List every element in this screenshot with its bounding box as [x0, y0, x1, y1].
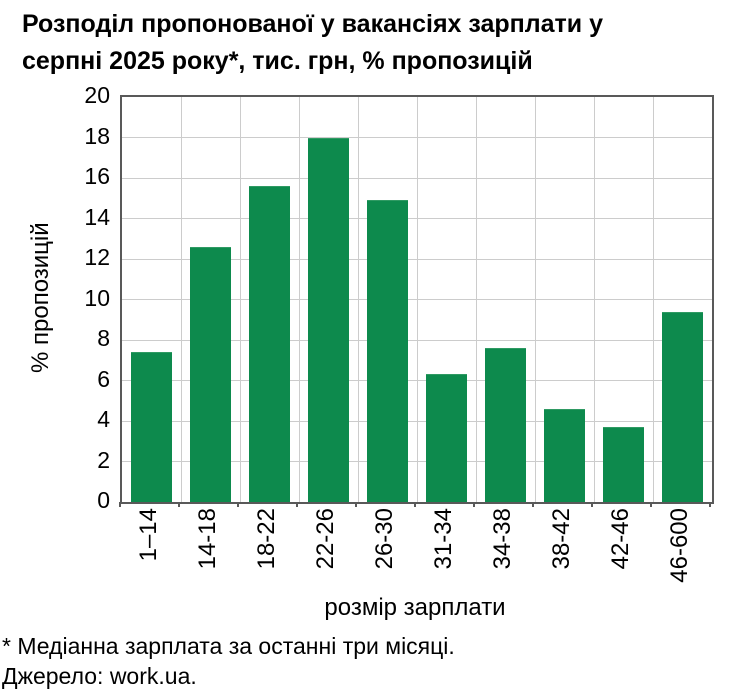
x-tick-mark: [473, 502, 475, 507]
x-category-label-22-26: 22-26: [311, 508, 339, 570]
y-tick-label-2: 2: [97, 446, 110, 473]
bar-38-42: [544, 408, 585, 502]
bar-18-22: [249, 186, 290, 502]
x-category-label-34-38: 34-38: [488, 508, 516, 570]
chart-title: Розподіл пропонованої у вакансіях зарпла…: [22, 6, 732, 80]
vertical-gridline: [652, 97, 654, 502]
bar-1–14: [131, 352, 172, 502]
footnote-median-note: * Медіанна зарплата за останні три місяц…: [2, 633, 455, 659]
x-category-label-31-34: 31-34: [429, 508, 457, 570]
y-tick-label-4: 4: [97, 406, 110, 432]
x-category-label-26-30: 26-30: [370, 508, 398, 570]
y-tick-label-10: 10: [84, 284, 110, 311]
vertical-gridline: [534, 97, 536, 502]
vertical-gridline: [416, 97, 418, 502]
bar-34-38: [485, 348, 526, 502]
x-tick-mark: [709, 502, 711, 507]
x-tick-mark: [296, 502, 298, 507]
bar-26-30: [367, 200, 408, 502]
vertical-gridline: [298, 97, 300, 502]
y-tick-label-0: 0: [97, 487, 110, 513]
x-tick-mark: [237, 502, 239, 507]
y-tick-label-20: 20: [84, 82, 110, 108]
y-tick-label-6: 6: [97, 365, 110, 392]
x-category-label-14-18: 14-18: [193, 508, 221, 570]
bar-22-26: [308, 137, 349, 502]
vertical-gridline: [357, 97, 359, 502]
x-tick-mark: [591, 502, 593, 507]
x-category-label-18-22: 18-22: [252, 508, 280, 570]
bar-46-600: [662, 311, 703, 502]
x-axis-title: розмір зарплати: [324, 594, 506, 621]
y-tick-label-14: 14: [84, 203, 110, 230]
x-category-label-42-46: 42-46: [606, 508, 634, 570]
x-tick-mark: [650, 502, 652, 507]
bar-42-46: [603, 427, 644, 502]
footnote-source: Джерело: work.ua.: [2, 663, 197, 689]
vertical-gridline: [593, 97, 595, 502]
x-tick-mark: [414, 502, 416, 507]
x-tick-mark: [178, 502, 180, 507]
x-tick-mark: [119, 502, 121, 507]
plot-area: [120, 95, 714, 504]
vertical-gridline: [475, 97, 477, 502]
chart-title-line2: серпні 2025 року*, тис. грн, % пропозиці…: [22, 47, 533, 75]
vertical-gridline: [180, 97, 182, 502]
vertical-gridline: [239, 97, 241, 502]
x-category-label-1–14: 1–14: [134, 508, 162, 562]
bar-31-34: [426, 374, 467, 502]
y-tick-label-12: 12: [84, 244, 110, 270]
x-tick-mark: [532, 502, 534, 507]
y-tick-label-16: 16: [84, 163, 110, 189]
x-category-label-38-42: 38-42: [547, 508, 575, 570]
y-tick-label-8: 8: [97, 325, 110, 351]
x-tick-mark: [355, 502, 357, 507]
y-tick-label-18: 18: [84, 122, 110, 149]
bar-14-18: [190, 246, 231, 502]
x-category-label-46-600: 46-600: [665, 508, 693, 583]
chart-title-line1: Розподіл пропонованої у вакансіях зарпла…: [22, 10, 603, 38]
